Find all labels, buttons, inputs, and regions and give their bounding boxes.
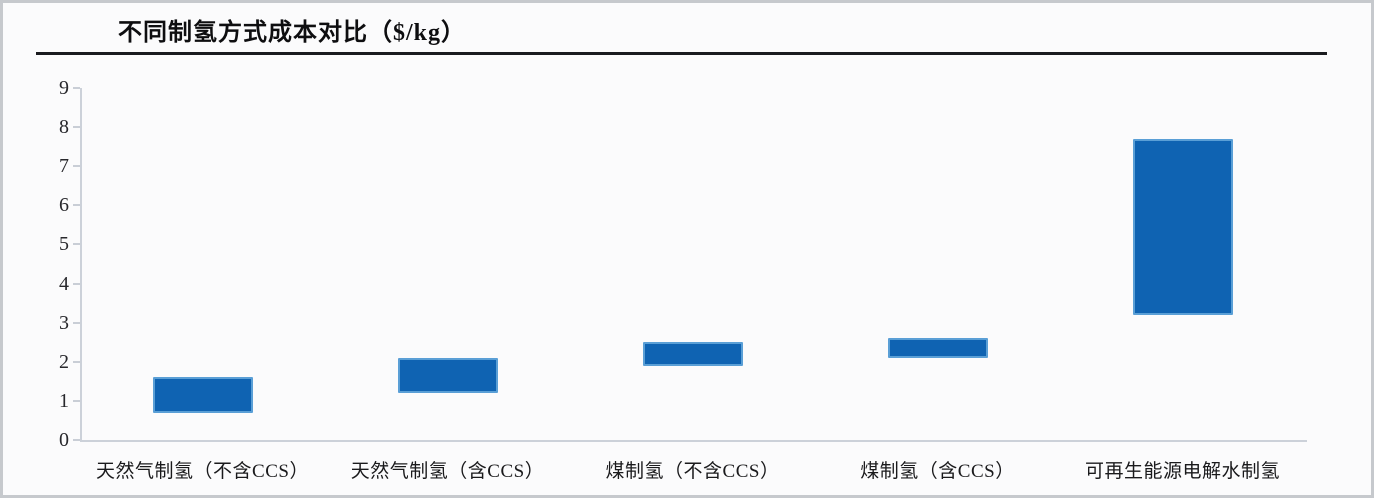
range-bar-5	[1132, 138, 1233, 315]
x-category-label: 天然气制氢（含CCS）	[350, 461, 545, 482]
y-tick-mark	[73, 87, 80, 89]
y-tick-mark	[73, 439, 80, 441]
y-tick-label: 5	[59, 233, 69, 256]
y-tick-mark	[73, 360, 80, 363]
y-tick-mark	[73, 321, 80, 324]
range-bar-2	[397, 357, 498, 394]
x-category-label: 煤制氢（含CCS）	[860, 461, 1015, 482]
chart-title: 不同制氢方式成本对比（$/kg）	[118, 20, 467, 46]
y-tick-label: 4	[59, 272, 69, 295]
range-bar-1	[152, 377, 253, 413]
y-tick-label: 1	[59, 389, 69, 412]
y-tick-label: 9	[59, 77, 69, 99]
x-category-label: 煤制氢（不含CCS）	[605, 461, 780, 482]
range-bar-4	[887, 338, 988, 358]
range-bar-3	[642, 342, 743, 366]
plot-area	[80, 88, 1307, 442]
y-tick-mark	[73, 204, 80, 207]
y-tick-label: 2	[59, 350, 69, 373]
y-tick-mark	[73, 243, 80, 246]
y-tick-label: 7	[59, 155, 69, 178]
y-tick-mark	[73, 165, 80, 168]
y-tick-label: 8	[59, 116, 69, 139]
x-category-label: 可再生能源电解水制氢	[1084, 461, 1281, 482]
y-tick-mark	[73, 282, 80, 285]
y-tick-label: 3	[59, 311, 69, 334]
y-tick-mark	[73, 399, 80, 402]
y-tick-label: 6	[59, 194, 69, 217]
y-tick-label: 0	[59, 429, 69, 451]
title-underline	[36, 52, 1327, 55]
y-tick-mark	[73, 126, 80, 129]
x-category-label: 天然气制氢（不含CCS）	[96, 461, 309, 482]
